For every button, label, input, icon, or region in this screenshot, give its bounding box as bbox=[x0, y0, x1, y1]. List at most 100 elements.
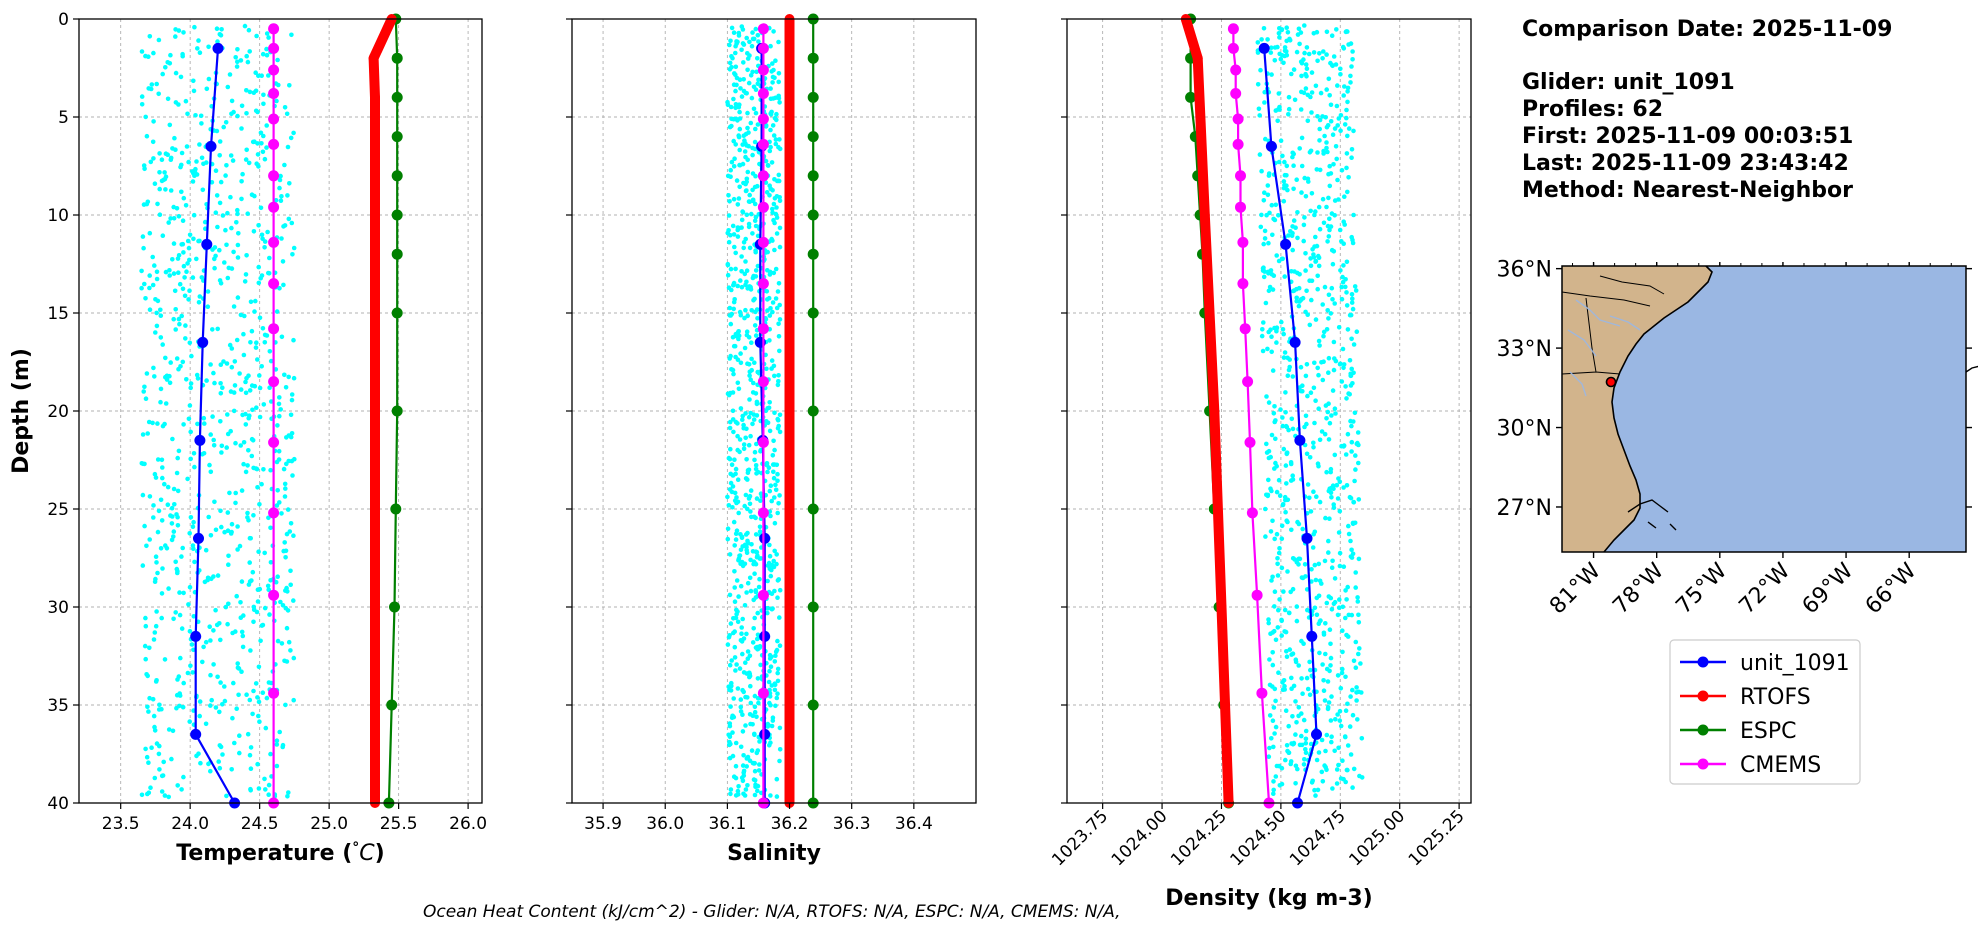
scatter-point bbox=[733, 64, 739, 70]
scatter-point bbox=[745, 110, 750, 116]
scatter-point bbox=[738, 547, 744, 553]
scatter-point bbox=[1341, 485, 1346, 490]
scatter-point bbox=[256, 223, 261, 228]
scatter-point bbox=[1269, 432, 1275, 438]
scatter-point bbox=[180, 218, 186, 223]
scatter-point bbox=[1340, 628, 1345, 633]
scatter-point bbox=[756, 584, 762, 590]
y-tick-label: 20 bbox=[47, 402, 69, 422]
scatter-point bbox=[1334, 482, 1340, 488]
series-point-CMEMS bbox=[268, 589, 280, 601]
scatter-point bbox=[275, 638, 281, 644]
scatter-point bbox=[771, 217, 776, 223]
scatter-point bbox=[728, 688, 734, 693]
scatter-point bbox=[1321, 333, 1326, 339]
scatter-point bbox=[276, 457, 282, 462]
scatter-point bbox=[154, 609, 159, 614]
scatter-point bbox=[730, 417, 736, 422]
scatter-point bbox=[242, 23, 248, 29]
scatter-point bbox=[734, 500, 739, 506]
scatter-point bbox=[744, 212, 750, 218]
scatter-point bbox=[274, 309, 280, 314]
series-point-unit_1091 bbox=[205, 140, 217, 152]
scatter-point bbox=[158, 313, 164, 319]
scatter-point bbox=[257, 385, 263, 391]
scatter-point bbox=[749, 95, 755, 101]
scatter-point bbox=[755, 316, 760, 321]
scatter-point bbox=[738, 697, 744, 702]
scatter-point bbox=[259, 481, 264, 487]
scatter-point bbox=[262, 340, 268, 345]
scatter-point bbox=[1288, 461, 1294, 467]
scatter-point bbox=[238, 443, 243, 448]
scatter-point bbox=[217, 709, 222, 715]
scatter-point bbox=[754, 554, 760, 560]
scatter-point bbox=[179, 554, 184, 559]
scatter-point bbox=[245, 59, 251, 65]
scatter-point bbox=[1273, 436, 1278, 442]
scatter-point bbox=[1309, 278, 1315, 284]
scatter-point bbox=[1325, 223, 1331, 229]
scatter-point bbox=[742, 149, 748, 154]
scatter-point bbox=[753, 595, 759, 600]
scatter-point bbox=[764, 366, 769, 372]
scatter-point bbox=[765, 605, 771, 611]
scatter-point bbox=[1329, 413, 1334, 418]
series-point-RTOFS bbox=[370, 170, 380, 181]
scatter-point bbox=[161, 177, 166, 183]
series-point-CMEMS bbox=[1232, 113, 1244, 125]
scatter-point bbox=[1352, 410, 1358, 416]
scatter-point bbox=[1263, 300, 1269, 306]
scatter-point bbox=[217, 278, 223, 283]
scatter-point bbox=[752, 571, 757, 576]
scatter-point bbox=[258, 638, 263, 644]
scatter-point bbox=[1336, 530, 1342, 535]
scatter-point bbox=[769, 358, 775, 363]
scatter-point bbox=[1356, 460, 1361, 466]
scatter-point bbox=[139, 102, 145, 107]
scatter-point bbox=[181, 680, 186, 686]
scatter-point bbox=[244, 111, 249, 116]
scatter-point bbox=[1290, 556, 1296, 561]
scatter-point bbox=[777, 643, 783, 648]
scatter-point bbox=[201, 161, 206, 167]
scatter-point bbox=[165, 484, 171, 490]
scatter-point bbox=[725, 261, 731, 267]
scatter-point bbox=[1265, 37, 1270, 42]
scatter-point bbox=[1316, 621, 1322, 626]
scatter-point bbox=[1260, 327, 1265, 332]
map-lon-label: 75°W bbox=[1671, 558, 1732, 619]
scatter-point bbox=[755, 788, 760, 794]
scatter-point bbox=[739, 625, 744, 630]
scatter-point bbox=[753, 248, 758, 253]
scatter-point bbox=[744, 764, 749, 769]
series-point-CMEMS bbox=[268, 323, 280, 335]
scatter-point bbox=[221, 124, 226, 130]
scatter-point bbox=[1280, 423, 1286, 429]
scatter-point bbox=[162, 421, 167, 427]
scatter-point bbox=[1275, 573, 1281, 578]
scatter-point bbox=[173, 559, 178, 565]
scatter-point bbox=[774, 305, 780, 311]
scatter-point bbox=[218, 680, 223, 685]
series-line-unit_1091 bbox=[194, 48, 236, 804]
scatter-point bbox=[149, 745, 154, 750]
scatter-point bbox=[1312, 787, 1317, 793]
scatter-point bbox=[159, 615, 164, 621]
scatter-point bbox=[1346, 531, 1352, 537]
unit-c: C bbox=[359, 841, 375, 866]
scatter-point bbox=[1325, 409, 1331, 415]
scatter-point bbox=[749, 43, 755, 49]
scatter-point bbox=[1345, 767, 1350, 773]
scatter-point bbox=[1284, 743, 1290, 748]
scatter-point bbox=[741, 446, 747, 452]
scatter-point bbox=[188, 515, 194, 520]
scatter-point bbox=[758, 491, 764, 497]
scatter-point bbox=[750, 152, 755, 158]
scatter-point bbox=[1272, 731, 1277, 736]
scatter-point bbox=[741, 425, 746, 431]
scatter-point bbox=[777, 615, 782, 620]
scatter-point bbox=[253, 340, 259, 346]
scatter-point bbox=[1264, 441, 1269, 447]
scatter-point bbox=[767, 652, 773, 658]
